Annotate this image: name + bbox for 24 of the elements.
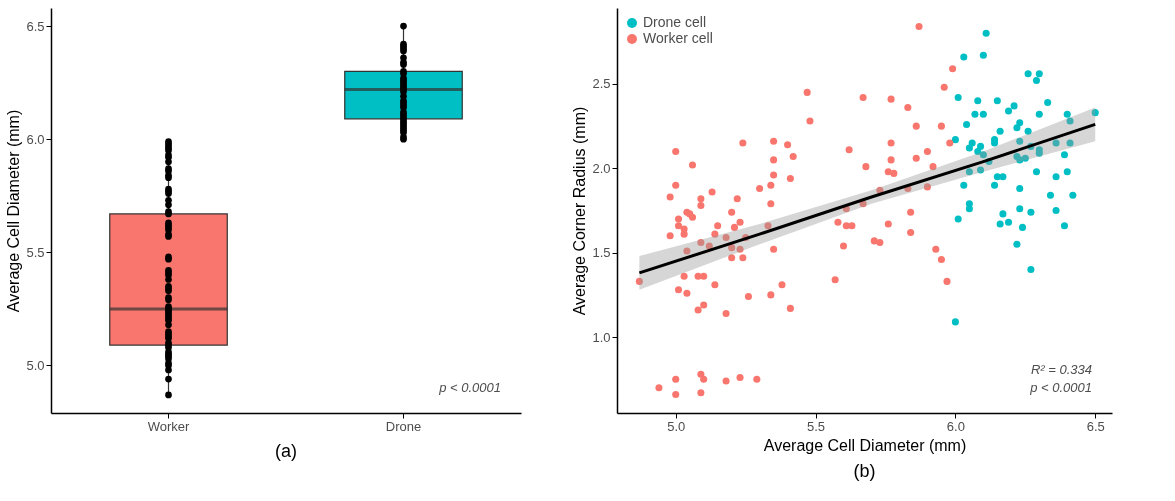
- annotation: p < 0.0001: [438, 380, 501, 395]
- legend-label: Worker cell: [643, 30, 713, 46]
- y-tick-label: 6.5: [26, 18, 45, 34]
- y-axis-title: Average Corner Radius (mm): [571, 106, 589, 316]
- annotation: R² = 0.334: [1030, 362, 1092, 377]
- x-tick-label: Drone: [385, 418, 422, 434]
- text: (a): [275, 441, 297, 461]
- x-tick-label: Worker: [147, 418, 190, 434]
- x-tick-label: 6.5: [1086, 418, 1105, 434]
- y-axis-title: Average Cell Diameter (mm): [5, 109, 23, 313]
- y-tick-label: 5.0: [26, 357, 45, 373]
- text: (b): [853, 461, 876, 481]
- y-tick-label: 1.0: [592, 329, 611, 345]
- legend-label: Drone cell: [643, 14, 707, 30]
- y-tick-label: 2.5: [592, 76, 611, 92]
- x-tick-label: 5.5: [807, 418, 826, 434]
- y-tick-label: 1.5: [592, 245, 611, 261]
- y-tick-label: 5.5: [26, 244, 45, 260]
- y-tick-label: 2.0: [592, 160, 611, 176]
- annotation: p < 0.0001: [1029, 380, 1092, 395]
- x-tick-label: 6.0: [946, 418, 965, 434]
- y-tick-label: 6.0: [26, 131, 45, 147]
- x-tick-label: 5.0: [667, 418, 686, 434]
- x-axis-title: Average Cell Diameter (mm): [763, 436, 967, 454]
